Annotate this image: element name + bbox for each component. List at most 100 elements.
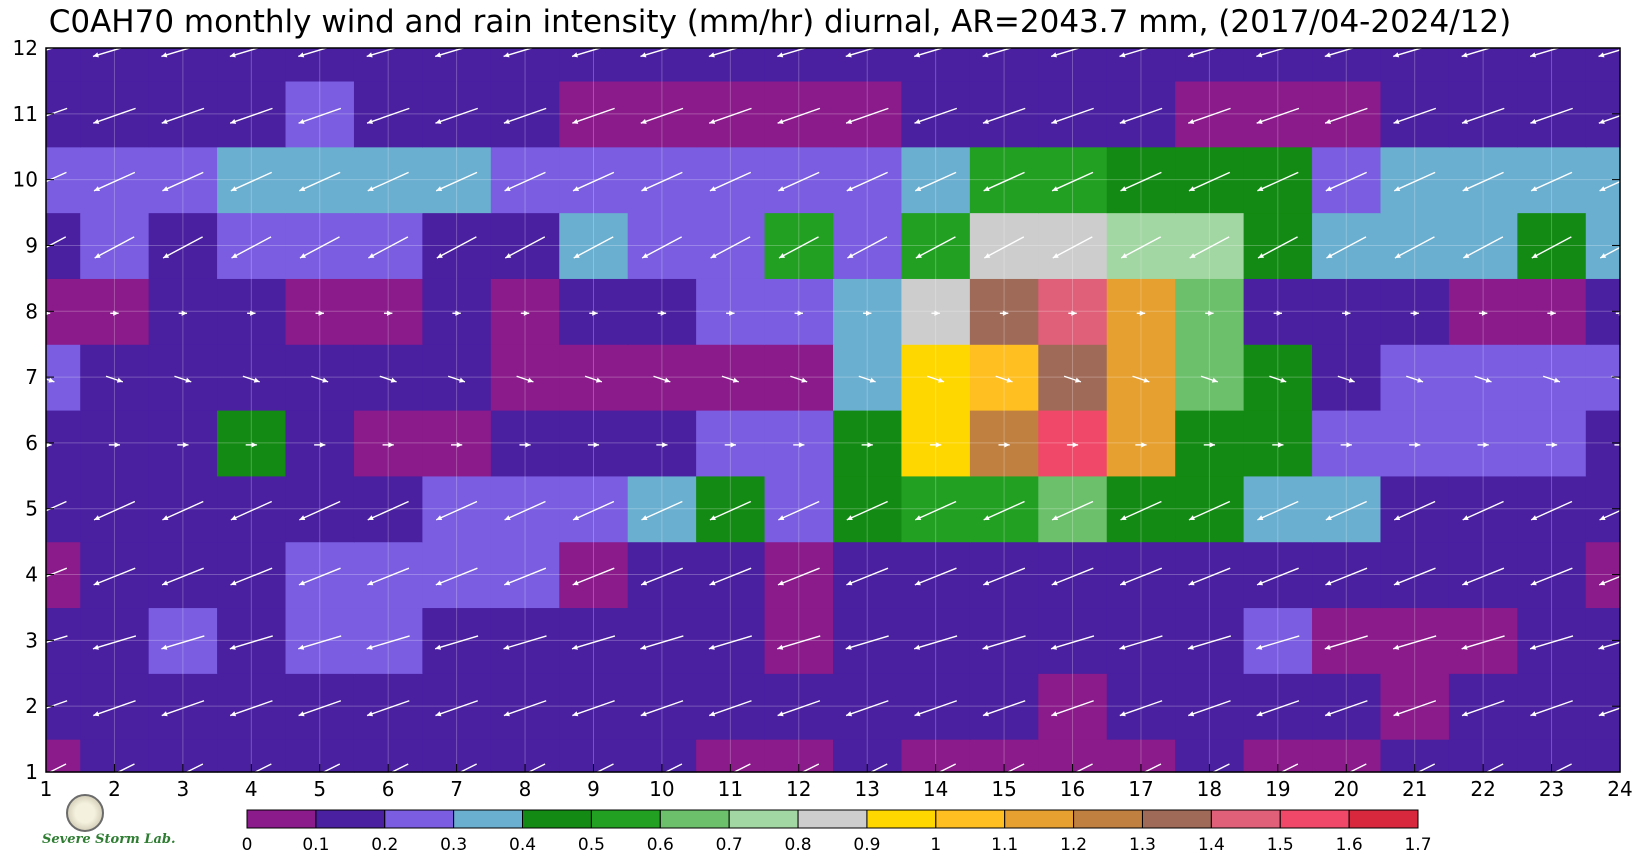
contour-cell (1175, 344, 1245, 411)
colorbar-tick-label: 0.3 (440, 835, 467, 855)
contour-cell (969, 212, 1039, 279)
contour-cell (901, 80, 971, 148)
contour-cell (1175, 673, 1245, 740)
wind-arrow (161, 42, 205, 58)
wind-arrow (1257, 500, 1299, 521)
wind-arrow (726, 310, 735, 316)
contour-cell (1243, 146, 1313, 214)
wind-arrow (931, 310, 940, 316)
contour-cell (1038, 48, 1108, 82)
x-tick-label: 12 (786, 777, 811, 801)
contour-cell (1380, 673, 1450, 740)
contour-cell (1175, 48, 1245, 82)
contour-cell (627, 673, 697, 740)
colorbar-swatch (315, 809, 386, 829)
wind-arrow (1052, 236, 1093, 259)
contour-cell (1312, 48, 1382, 82)
wind-arrow (1393, 500, 1436, 521)
wind-arrow (709, 171, 752, 192)
wind-arrow (983, 567, 1026, 586)
x-tick-label: 8 (519, 777, 532, 801)
wind-arrow (452, 310, 461, 316)
y-tick-label: 7 (25, 365, 38, 389)
contour-cell (1106, 673, 1176, 740)
contour-cell (969, 541, 1039, 609)
contour-cell (285, 475, 355, 543)
contour-cell (490, 673, 560, 740)
wind-arrow (778, 236, 819, 259)
wind-arrow (435, 567, 478, 586)
wind-arrow (845, 107, 889, 124)
contour-cell (148, 212, 218, 279)
wind-arrow (108, 442, 121, 448)
wind-arrow (1394, 763, 1436, 785)
wind-arrow (110, 310, 119, 316)
contour-cell (1517, 80, 1587, 148)
contour-cell (285, 607, 355, 674)
y-tick-label: 1 (25, 760, 38, 784)
colorbar-tick-label: 1.3 (1129, 835, 1156, 855)
wind-arrow (299, 763, 341, 785)
contour-cell (696, 344, 766, 411)
contour-cell (696, 673, 766, 740)
colorbar-tick-label: 1.6 (1336, 835, 1363, 855)
wind-arrow (1529, 635, 1574, 650)
contour-cell (833, 541, 903, 609)
contour-cell (901, 541, 971, 609)
contour-cell (353, 48, 423, 82)
contour-cell (353, 673, 423, 740)
contour-cell (353, 212, 423, 279)
wind-arrow (1461, 700, 1505, 717)
wind-arrow (1474, 375, 1492, 383)
lab-logo: Severe Storm Lab. (42, 794, 176, 856)
colorbar-swatch (1141, 809, 1212, 829)
wind-arrow (1324, 107, 1368, 124)
wind-arrow (516, 375, 534, 383)
wind-arrow (161, 700, 205, 717)
wind-arrow (1324, 635, 1368, 650)
wind-arrow (793, 442, 805, 448)
contour-cell (80, 212, 150, 279)
wind-arrow (861, 442, 873, 448)
wind-arrow (1272, 442, 1284, 448)
wind-arrow (1066, 442, 1079, 448)
wind-arrow (311, 375, 329, 383)
x-tick-label: 11 (718, 777, 743, 801)
contour-cell (1312, 475, 1382, 543)
wind-arrow (94, 763, 135, 785)
contour-cell (1448, 146, 1518, 214)
wind-arrow (229, 700, 273, 717)
wind-arrow (162, 763, 204, 785)
wind-arrow (1200, 375, 1219, 383)
contour-cell (559, 212, 629, 279)
wind-arrow (1256, 700, 1300, 717)
wind-arrow (1189, 236, 1230, 259)
wind-arrow (1545, 442, 1558, 448)
wind-arrow (708, 700, 752, 717)
contour-cell (490, 607, 560, 674)
wind-arrow (105, 375, 124, 383)
wind-arrow (435, 107, 478, 124)
contour-cell (422, 146, 492, 214)
wind-arrow (1393, 107, 1437, 124)
contour-cell (1312, 344, 1382, 411)
wind-arrow (1477, 442, 1489, 448)
wind-arrow (161, 635, 205, 650)
wind-arrow (435, 171, 478, 192)
contour-cell (1175, 475, 1245, 543)
contour-cell (969, 607, 1039, 674)
y-tick-label: 9 (25, 233, 38, 257)
wind-arrow (161, 107, 205, 124)
contour-cell (833, 344, 903, 411)
wind-arrow (778, 500, 820, 521)
colorbar-tick-label: 0.1 (302, 835, 329, 855)
wind-arrow (1120, 236, 1162, 259)
colorbar-swatch (1004, 809, 1075, 829)
x-tick-label: 17 (1128, 777, 1153, 801)
contour-cell (217, 212, 287, 279)
wind-arrow (641, 171, 683, 192)
wind-arrow (573, 763, 614, 785)
wind-arrow (1187, 635, 1232, 650)
colorbar-swatch (1348, 809, 1419, 829)
